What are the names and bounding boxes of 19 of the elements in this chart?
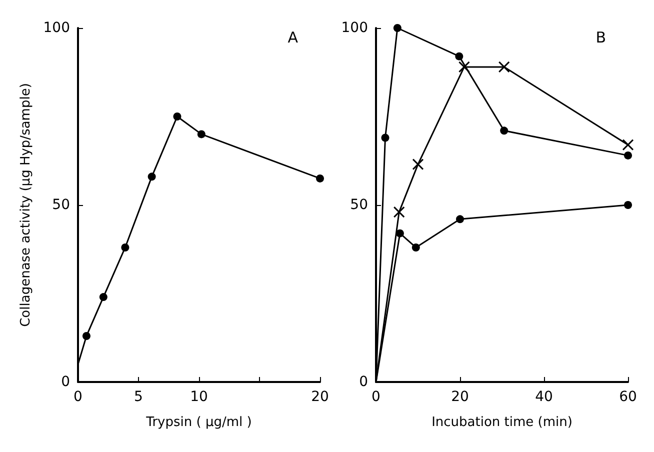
x-tick-label: 5 (134, 389, 143, 405)
x-tick-label: 20 (451, 389, 469, 405)
y-tick-label: 0 (61, 374, 70, 390)
x-tick-label: 20 (311, 389, 329, 405)
x-axis-title: Trypsin ( µg/ml ) (145, 415, 252, 430)
x-axis-title: Incubation time (min) (432, 415, 572, 430)
x-tick-label: 40 (535, 389, 553, 405)
x-tick-label: 60 (619, 389, 637, 405)
x-tick-label: 0 (74, 389, 82, 405)
y-axis-title: Collagenase activity (µg Hyp/sample) (18, 83, 34, 327)
y-tick-label: 100 (341, 20, 368, 36)
annotation: A (288, 28, 299, 46)
x-tick-label: 0 (372, 389, 380, 405)
y-tick-label: 50 (52, 197, 70, 213)
y-tick-label: 0 (359, 374, 368, 390)
x-tick-label: 10 (190, 389, 208, 405)
annotation: B (596, 28, 606, 46)
y-tick-label: 50 (350, 197, 368, 213)
y-tick-label: 100 (43, 20, 70, 36)
